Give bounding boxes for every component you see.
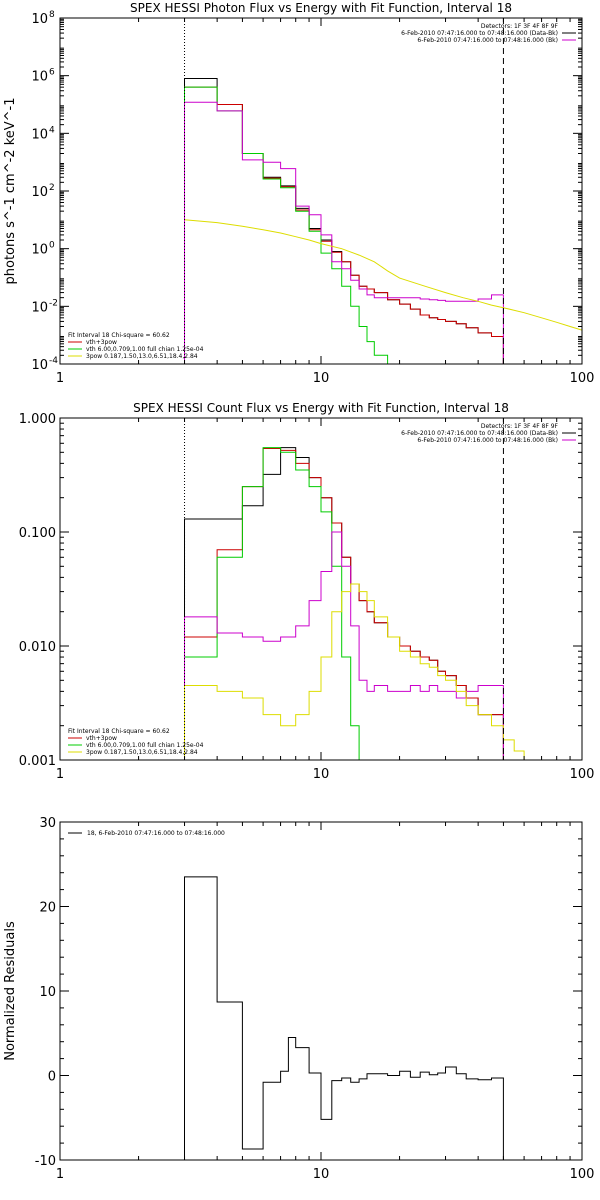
y-axis-label: Normalized Residuals: [3, 921, 18, 1061]
y-tick-label: 10: [31, 12, 48, 27]
y-tick-label: 30: [39, 816, 56, 831]
chart-1: SPEX HESSI Photon Flux vs Energy with Fi…: [3, 1, 594, 386]
y-tick-label: 1.000: [19, 412, 56, 427]
legend-top-text: 6-Feb-2010 07:47:16.000 to 07:48:16.000 …: [401, 430, 558, 437]
series-3-line: [184, 86, 389, 364]
chart-title: SPEX HESSI Photon Flux vs Energy with Fi…: [130, 1, 512, 15]
series-5-line: [184, 219, 582, 331]
y-tick-label: 0.100: [19, 526, 56, 541]
y-tick-exponent: -4: [49, 356, 58, 366]
plot-area: [184, 78, 582, 364]
chart-2: SPEX HESSI Count Flux vs Energy with Fit…: [19, 401, 595, 782]
series-4-line: [184, 531, 504, 760]
chart-3: Normalized Residuals 1 10 100 -10 0 10 20 30 18, …: [3, 816, 594, 1182]
x-tick-label: 1: [56, 767, 64, 782]
legend-bottom-text: vth 6.00,0.709,1.00 full chian 1.25e-04: [86, 346, 204, 353]
y-tick-exponent: 2: [49, 183, 55, 193]
x-tick-label: 1: [56, 371, 64, 386]
legend-top-text: Detectors: 1F 3F 4F 8F 9F: [481, 23, 559, 30]
x-tick-label: 10: [313, 371, 330, 386]
y-tick-label: 10: [31, 185, 48, 200]
series-2-line: [184, 86, 504, 364]
x-tick-label: 10: [313, 767, 330, 782]
legend-top-text: 6-Feb-2010 07:47:16.000 to 07:48:16.000 …: [417, 37, 558, 44]
y-tick-exponent: 8: [49, 10, 55, 20]
y-tick-label: 10: [31, 243, 48, 258]
legend-top-text: Detectors: 1F 3F 4F 8F 9F: [481, 423, 559, 430]
x-tick-label: 1: [56, 1167, 64, 1182]
x-tick-label: 100: [570, 1167, 595, 1182]
legend-top-text: 6-Feb-2010 07:47:16.000 to 07:48:16.000 …: [417, 437, 558, 444]
y-axis-label: photons s^-1 cm^-2 keV^-1: [3, 97, 18, 284]
chart-title: SPEX HESSI Count Flux vs Energy with Fit…: [133, 401, 509, 415]
y-tick-label: 10: [31, 358, 48, 373]
legend-bottom-text: Fit Interval 18 Chi-square = 60.62: [68, 728, 170, 735]
series-3-line: [184, 447, 367, 760]
legend-top-text: 18, 6-Feb-2010 07:47:16.000 to 07:48:16.…: [87, 830, 225, 837]
series-1-line: [184, 447, 504, 760]
plot-area: [184, 447, 534, 760]
legend-top-text: 6-Feb-2010 07:47:16.000 to 07:48:16.000 …: [401, 30, 558, 37]
y-tick-exponent: 4: [49, 125, 55, 135]
y-tick-label: 0: [48, 1070, 56, 1085]
y-tick-label: 10: [31, 70, 48, 85]
x-tick-label: 100: [570, 767, 595, 782]
y-tick-label: 10: [31, 127, 48, 142]
legend-bottom-text: vth+3pow: [86, 339, 117, 346]
y-tick-label: -10: [35, 1154, 56, 1169]
y-tick-label: 0.001: [19, 754, 56, 769]
plot-area: [184, 876, 504, 1160]
legend-bottom-text: vth 6.00,0.709,1.00 full chian 1.25e-04: [86, 742, 204, 749]
series-4-line: [184, 101, 504, 364]
y-tick-label: 20: [39, 901, 56, 916]
series-5-line: [184, 583, 534, 760]
y-tick-exponent: -2: [49, 298, 58, 308]
y-tick-exponent: 6: [49, 68, 55, 78]
y-tick-label: 0.010: [19, 640, 56, 655]
x-tick-label: 10: [313, 1167, 330, 1182]
legend-bottom-text: 3pow 0.187,1.50,13.0,6.51,18.4,2.84: [86, 353, 198, 360]
y-tick-exponent: 0: [49, 241, 55, 251]
series-1-line: [184, 876, 504, 1160]
legend-bottom-text: vth+3pow: [86, 735, 117, 742]
x-tick-label: 100: [570, 371, 595, 386]
series-2-line: [184, 448, 504, 760]
legend-bottom-text: Fit Interval 18 Chi-square = 60.62: [68, 332, 170, 339]
y-tick-label: 10: [31, 300, 48, 315]
legend-bottom-text: 3pow 0.187,1.50,13.0,6.51,18.4,2.84: [86, 749, 198, 756]
y-tick-label: 10: [39, 985, 56, 1000]
